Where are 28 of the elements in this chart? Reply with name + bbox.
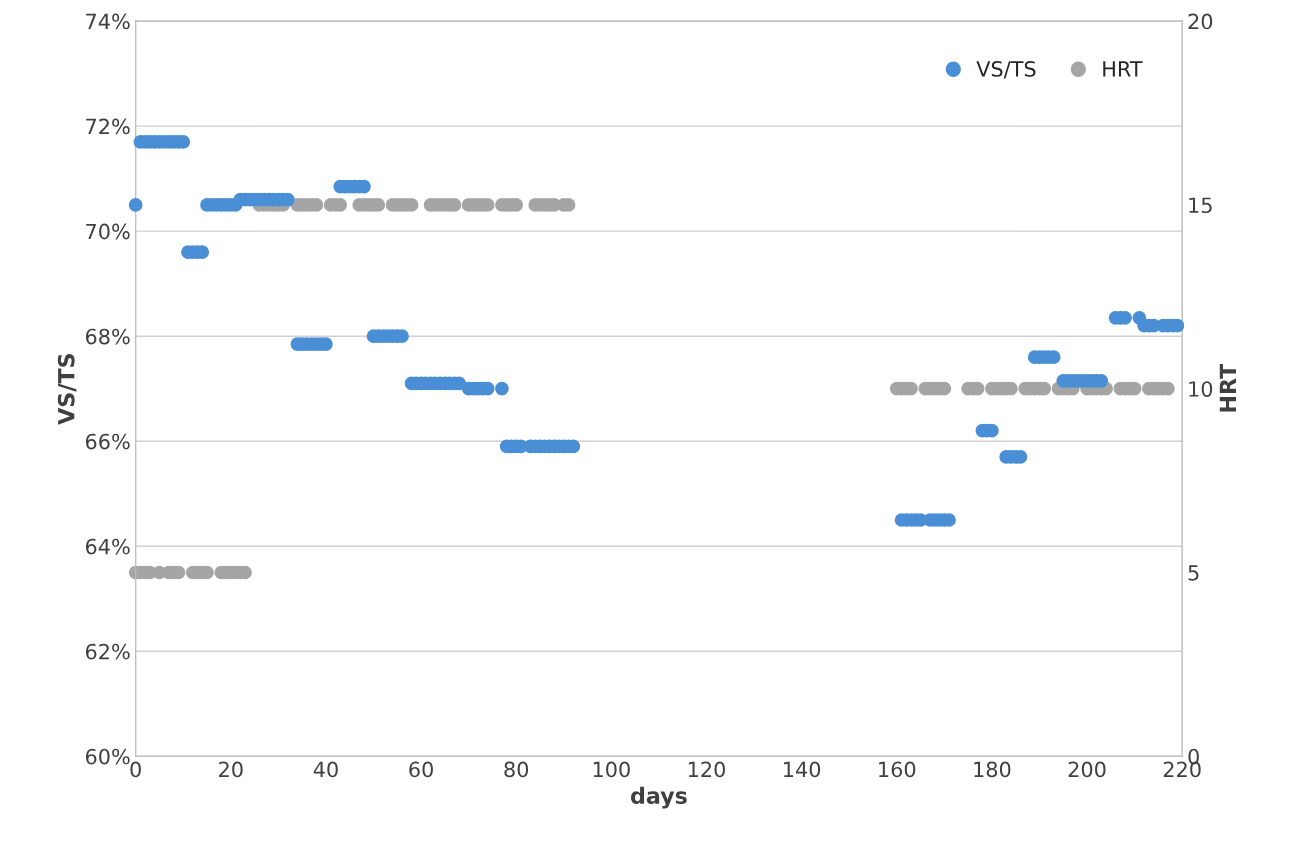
legend-label: VS/TS — [976, 61, 1036, 79]
y-tick-label: 70% — [86, 223, 130, 240]
legend-label: HRT — [1103, 61, 1143, 77]
x-tick-label: 100 — [593, 761, 630, 778]
x-axis-title: days — [630, 786, 687, 809]
y-tick-label: 62% — [85, 643, 130, 660]
y-tick-label: 66% — [85, 433, 130, 450]
x-tick-label: 0 — [130, 761, 141, 778]
x-tick-label: 20 — [219, 761, 243, 778]
x-tick-label: 40 — [313, 761, 338, 778]
y2-tick-label: 5 — [1188, 565, 1199, 581]
y-tick-label: 64% — [85, 538, 130, 555]
x-tick-label: 60 — [409, 761, 433, 778]
y2-tick-label: 10 — [1189, 381, 1213, 397]
y2-tick-label: 20 — [1188, 13, 1213, 30]
y2-axis-title: HRT — [1219, 363, 1236, 412]
y-tick-label: 74% — [86, 13, 130, 30]
y-axis-title: VS/TS — [57, 354, 77, 425]
x-tick-label: 180 — [974, 761, 1011, 778]
y-tick-label: 72% — [86, 118, 130, 135]
x-tick-label: 200 — [1068, 761, 1106, 778]
y2-tick-label: 15 — [1189, 197, 1212, 214]
y-tick-label: 60% — [85, 748, 130, 765]
x-tick-label: 160 — [879, 761, 916, 778]
x-tick-label: 80 — [504, 761, 529, 778]
x-tick-label: 140 — [784, 761, 821, 778]
x-tick-label: 120 — [688, 761, 725, 778]
y-tick-label: 68% — [85, 328, 130, 345]
